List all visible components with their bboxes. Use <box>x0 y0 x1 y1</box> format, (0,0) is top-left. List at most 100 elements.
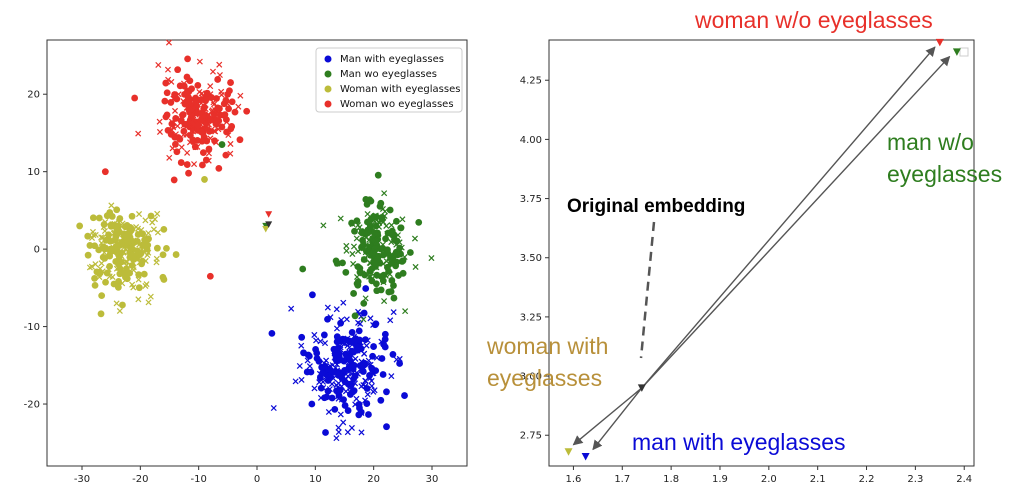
data-point <box>364 210 371 218</box>
data-point <box>337 319 345 327</box>
data-point <box>371 260 379 268</box>
data-point <box>199 149 207 157</box>
data-point <box>128 225 136 233</box>
data-point <box>112 248 120 256</box>
data-point <box>354 278 362 286</box>
embedding-point <box>564 448 573 456</box>
data-point <box>353 235 360 242</box>
data-point <box>142 257 149 264</box>
data-point <box>76 222 84 230</box>
data-point <box>377 199 385 207</box>
data-point <box>360 381 367 389</box>
data-point <box>390 254 397 261</box>
tsne-scatter-plot: -30 -20 -10 0 10 20 30 20 10 0 -10 -20 Man with eye… <box>24 39 468 485</box>
data-point <box>163 89 171 97</box>
data-point <box>243 107 251 115</box>
annotation-man-wo-line2: eyeglasses <box>887 161 1002 187</box>
data-point <box>335 393 342 400</box>
x-tick-label: 20 <box>367 474 380 485</box>
data-point <box>373 287 381 295</box>
data-point <box>154 229 161 236</box>
data-point <box>91 274 98 282</box>
original-embedding-leader <box>639 221 656 359</box>
legend-label-man-with: Man with eyeglasses <box>340 54 444 65</box>
data-point <box>108 202 115 209</box>
data-point <box>225 105 232 113</box>
data-point <box>165 39 173 46</box>
data-point <box>415 218 423 226</box>
data-point <box>368 277 376 285</box>
embedding-point <box>952 48 961 56</box>
data-point <box>316 379 323 386</box>
data-point <box>343 316 350 323</box>
data-point <box>378 355 386 362</box>
data-point <box>122 245 129 252</box>
data-point <box>196 58 203 65</box>
outlier-point <box>381 330 389 338</box>
data-point <box>136 211 143 218</box>
left-points-layer <box>76 39 435 442</box>
x-tick-label: 2.1 <box>810 474 826 485</box>
data-point <box>361 271 369 279</box>
data-point <box>348 329 356 336</box>
data-point <box>101 254 109 262</box>
data-point <box>173 148 181 156</box>
data-point <box>89 214 97 222</box>
data-point <box>333 435 340 442</box>
data-point <box>227 150 234 157</box>
data-point <box>360 316 367 323</box>
data-point <box>98 240 105 247</box>
data-point <box>406 249 414 256</box>
data-point <box>350 362 358 369</box>
data-point <box>172 115 180 122</box>
data-point <box>398 244 405 251</box>
legend-marker-woman-with <box>324 85 332 93</box>
data-point <box>213 120 220 128</box>
data-point <box>296 362 303 370</box>
data-point <box>324 387 332 395</box>
data-point <box>125 238 133 245</box>
data-point <box>154 210 161 217</box>
y-tick-label: 2.75 <box>520 431 542 442</box>
data-point <box>355 327 363 335</box>
data-point <box>209 68 216 75</box>
data-point <box>393 217 400 225</box>
data-point <box>346 344 353 351</box>
legend-label-woman-with: Woman with eyeglasses <box>340 84 460 95</box>
data-point <box>369 352 376 360</box>
data-point <box>135 130 142 137</box>
data-point <box>143 281 150 288</box>
x-tick-label: 30 <box>426 474 439 485</box>
data-point <box>102 278 109 286</box>
data-point <box>288 305 295 312</box>
data-point <box>150 226 157 233</box>
data-point <box>167 99 175 106</box>
outlier-point <box>201 176 208 183</box>
data-point <box>371 247 378 254</box>
shift-arrow <box>641 46 936 389</box>
data-point <box>364 228 372 236</box>
data-point <box>101 228 108 235</box>
data-point <box>163 244 170 252</box>
data-point <box>399 269 407 277</box>
data-point <box>183 161 191 168</box>
data-point <box>135 271 143 279</box>
data-point <box>399 216 406 223</box>
data-point <box>172 251 180 258</box>
data-point <box>350 290 358 297</box>
data-point <box>299 265 307 273</box>
data-point <box>191 161 198 168</box>
data-point <box>308 400 316 408</box>
data-point <box>344 407 352 414</box>
data-point <box>205 145 213 153</box>
data-point <box>347 382 354 389</box>
data-point <box>388 373 395 380</box>
data-point <box>199 105 207 112</box>
data-point <box>216 111 224 119</box>
data-point <box>177 117 185 125</box>
data-point <box>209 107 216 114</box>
data-point <box>393 237 401 245</box>
data-point <box>120 235 127 242</box>
annotation-man-with: man with eyeglasses <box>632 429 846 455</box>
data-point <box>350 243 357 250</box>
